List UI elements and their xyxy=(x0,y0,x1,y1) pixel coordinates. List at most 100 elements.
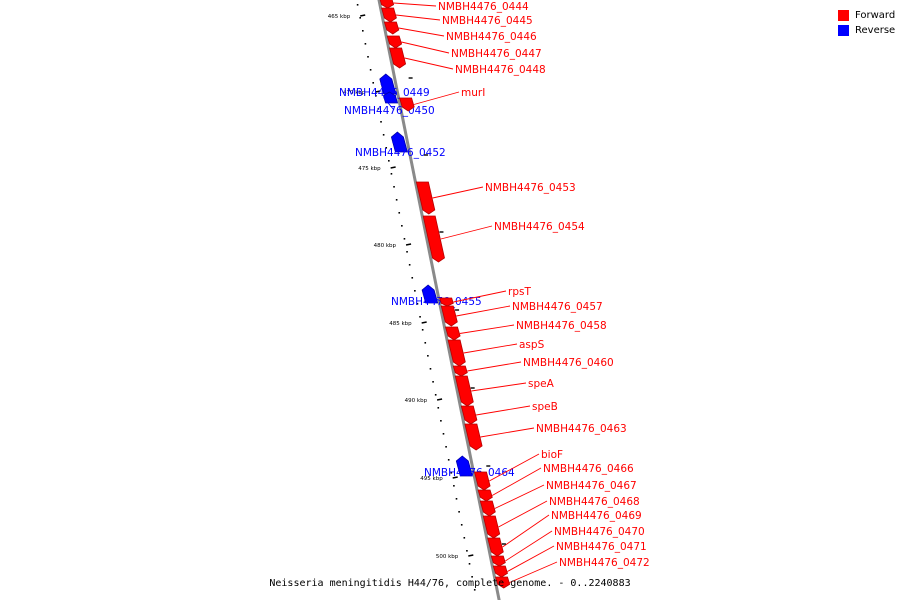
gene-arrow-NMBH4476_0454 xyxy=(422,215,445,263)
gene-leader-line xyxy=(463,343,518,354)
scale-tick-mark xyxy=(405,243,412,246)
gene-label-NMBH4476_0452: NMBH4476_0452 xyxy=(355,147,446,159)
gene-label-NMBH4476_0458: NMBH4476_0458 xyxy=(516,320,607,332)
gene-leader-line xyxy=(467,361,522,372)
gene-label-bioF: bioF xyxy=(541,449,563,461)
gene-arrow-NMBH4476_0471 xyxy=(492,565,508,578)
scale-dot xyxy=(421,329,424,331)
scale-dot xyxy=(442,433,445,435)
scale-dot xyxy=(359,17,362,19)
scale-tick-mark xyxy=(360,14,366,17)
gene-leader-line xyxy=(498,500,548,528)
gene-leader-line xyxy=(471,382,527,392)
scale-tick-mark xyxy=(452,476,458,479)
scale-tick-label: 485 kbp xyxy=(389,321,412,327)
scale-dot xyxy=(437,407,440,409)
scale-tick-mark xyxy=(436,398,443,401)
gene-label-aspS: aspS xyxy=(519,339,545,351)
scale-dot xyxy=(471,576,473,578)
gene-label-NMBH4476_0471: NMBH4476_0471 xyxy=(556,541,647,553)
gene-arrow-speA xyxy=(454,375,474,407)
scale-dot xyxy=(398,212,401,214)
scale-dot xyxy=(424,342,427,344)
gene-arrow-NMBH4476_0467 xyxy=(479,500,496,517)
scale-dot xyxy=(388,160,390,162)
scale-dot xyxy=(468,563,471,565)
gene-label-NMBH4476_0448: NMBH4476_0448 xyxy=(455,64,546,76)
gene-leader-line xyxy=(432,186,484,199)
gene-label-NMBH4476_0454: NMBH4476_0454 xyxy=(494,221,585,233)
gene-arrow-NMBH4476_0468 xyxy=(482,515,501,539)
scale-dot xyxy=(403,238,406,240)
gene-label-NMBH4476_0457: NMBH4476_0457 xyxy=(512,301,603,313)
reverse-swatch xyxy=(838,25,849,36)
gene-arrow-murI xyxy=(399,97,415,112)
gene-label-NMBH4476_0463: NMBH4476_0463 xyxy=(536,423,627,435)
gene-label-rpsT: rpsT xyxy=(508,286,531,298)
gene-label-NMBH4476_0450: NMBH4476_0450 xyxy=(344,105,435,117)
gene-leader-line xyxy=(491,467,542,496)
gene-label-NMBH4476_0449: NMBH4476_0449 xyxy=(339,87,430,99)
scale-dot xyxy=(406,251,408,253)
scale-dot xyxy=(450,472,453,474)
gene-label-NMBH4476_0472: NMBH4476_0472 xyxy=(559,557,650,569)
gene-label-NMBH4476_0453: NMBH4476_0453 xyxy=(485,182,576,194)
gene-label-NMBH4476_0468: NMBH4476_0468 xyxy=(549,496,640,508)
scale-dot xyxy=(356,4,359,6)
scale-tick-label: 495 kbp xyxy=(420,476,443,482)
gene-label-NMBH4476_0460: NMBH4476_0460 xyxy=(523,357,614,369)
gene-arrow-NMBH4476_0466 xyxy=(477,489,493,502)
gene-leader-line xyxy=(392,141,406,153)
gene-leader-line xyxy=(380,83,390,93)
scale-dot xyxy=(434,394,437,396)
scale-tick-label: 465 kbp xyxy=(328,14,351,20)
genome-caption: Neisseria meningitidis H44/76, complete … xyxy=(269,578,631,589)
gene-arrow-NMBH4476_0460 xyxy=(452,365,468,377)
gene-leader-line xyxy=(459,324,515,334)
gene-arrow-NMBH4476_0446 xyxy=(383,21,400,35)
scale-dot xyxy=(385,147,388,149)
gene-leader-line xyxy=(480,427,535,438)
gene-label-NMBH4476_0446: NMBH4476_0446 xyxy=(446,31,537,43)
gene-leader-line xyxy=(395,14,441,21)
scale-dot xyxy=(382,134,385,136)
scale-dot xyxy=(453,485,455,487)
scale-dot xyxy=(455,498,458,500)
gene-leader-line xyxy=(456,305,511,317)
legend-reverse-label: Reverse xyxy=(855,25,896,36)
scale-tick-mark xyxy=(375,90,381,93)
gene-leader-line xyxy=(440,225,493,240)
scale-dot xyxy=(362,30,364,32)
gene-label-NMBH4476_0464: NMBH4476_0464 xyxy=(424,467,515,479)
gene-leader-line xyxy=(457,465,475,473)
gene-arrow-NMBH4476_0447 xyxy=(386,35,403,49)
gene-arrow-NMBH4476_0472 xyxy=(494,576,511,589)
legend: Forward Reverse xyxy=(838,8,895,38)
scale-dot xyxy=(375,95,377,97)
scale-dot xyxy=(408,264,411,266)
scale-dot xyxy=(372,82,375,84)
scale-dot xyxy=(473,589,476,591)
gene-arrow-NMBH4476_0444 xyxy=(379,0,395,9)
scale-dot xyxy=(440,420,442,422)
scale-tick-label: 480 kbp xyxy=(374,243,397,249)
scale-dot xyxy=(463,537,466,539)
scale-dot xyxy=(395,199,398,201)
gene-arrow-rpsT xyxy=(439,297,454,307)
scale-tick-mark xyxy=(468,554,474,557)
forward-swatch xyxy=(838,10,849,21)
scale-dot xyxy=(445,446,447,448)
gene-leader-line xyxy=(509,561,558,583)
gene-leader-line xyxy=(489,453,540,482)
gene-label-NMBH4476_0469: NMBH4476_0469 xyxy=(551,510,642,522)
gene-leader-line xyxy=(383,97,395,111)
scale-dot xyxy=(414,290,416,292)
scale-dot xyxy=(460,524,463,526)
scale-dot xyxy=(364,43,367,45)
scale-dot xyxy=(369,69,372,71)
legend-forward-label: Forward xyxy=(855,10,896,21)
gene-arrow-NMBH4476_0463 xyxy=(464,423,483,451)
gene-label-NMBH4476_0467: NMBH4476_0467 xyxy=(546,480,637,492)
scale-dot xyxy=(393,186,395,188)
